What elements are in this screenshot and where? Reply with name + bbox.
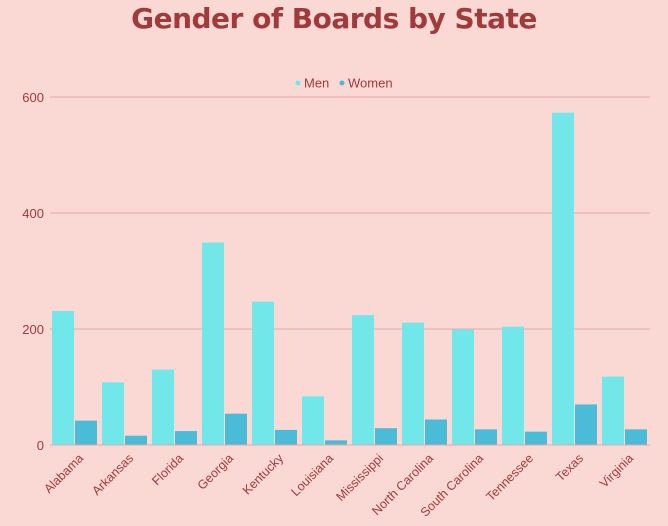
bar-women-texas [575, 404, 597, 445]
x-tick-label: Mississippi [333, 451, 386, 504]
bar-women-south-carolina [475, 429, 497, 445]
bar-men-north-carolina [402, 322, 424, 445]
x-tick-label: Arkansas [89, 451, 136, 498]
x-tick-label: Virginia [597, 451, 636, 490]
bar-men-texas [552, 112, 574, 445]
bar-women-virginia [625, 429, 647, 445]
bar-women-georgia [225, 413, 247, 445]
x-tick-label: Kentucky [240, 451, 287, 498]
y-tick-label: 600 [22, 90, 44, 105]
bar-women-arkansas [125, 435, 147, 445]
x-tick-label: Georgia [195, 451, 236, 492]
bar-men-arkansas [102, 382, 124, 445]
y-tick-label: 0 [37, 438, 44, 453]
bar-women-tennessee [525, 431, 547, 445]
bar-men-louisiana [302, 396, 324, 445]
bar-men-mississippi [352, 315, 374, 445]
x-tick-label: Alabama [41, 451, 86, 496]
bar-men-georgia [202, 242, 224, 445]
bar-women-kentucky [275, 429, 297, 445]
legend-marker-women [339, 80, 345, 86]
legend-label-men: Men [304, 76, 329, 91]
bar-women-mississippi [375, 428, 397, 445]
x-tick-label: Louisiana [288, 451, 336, 499]
bar-women-north-carolina [425, 419, 447, 445]
chart-title: Gender of Boards by State [131, 2, 537, 35]
bar-men-virginia [602, 376, 624, 445]
bar-men-kentucky [252, 301, 274, 445]
bar-women-alabama [75, 420, 97, 445]
legend-label-women: Women [348, 76, 393, 91]
legend-marker-men [295, 80, 301, 86]
x-tick-label: Tennessee [483, 451, 536, 504]
x-tick-label: Florida [149, 451, 186, 488]
y-tick-label: 400 [22, 206, 44, 221]
bar-men-tennessee [502, 326, 524, 445]
y-tick-label: 200 [22, 322, 44, 337]
x-tick-label: Texas [553, 451, 586, 484]
bar-men-south-carolina [452, 329, 474, 445]
bar-women-louisiana [325, 440, 347, 445]
bar-men-florida [152, 369, 174, 445]
bar-men-alabama [52, 311, 74, 445]
bar-women-florida [175, 431, 197, 445]
